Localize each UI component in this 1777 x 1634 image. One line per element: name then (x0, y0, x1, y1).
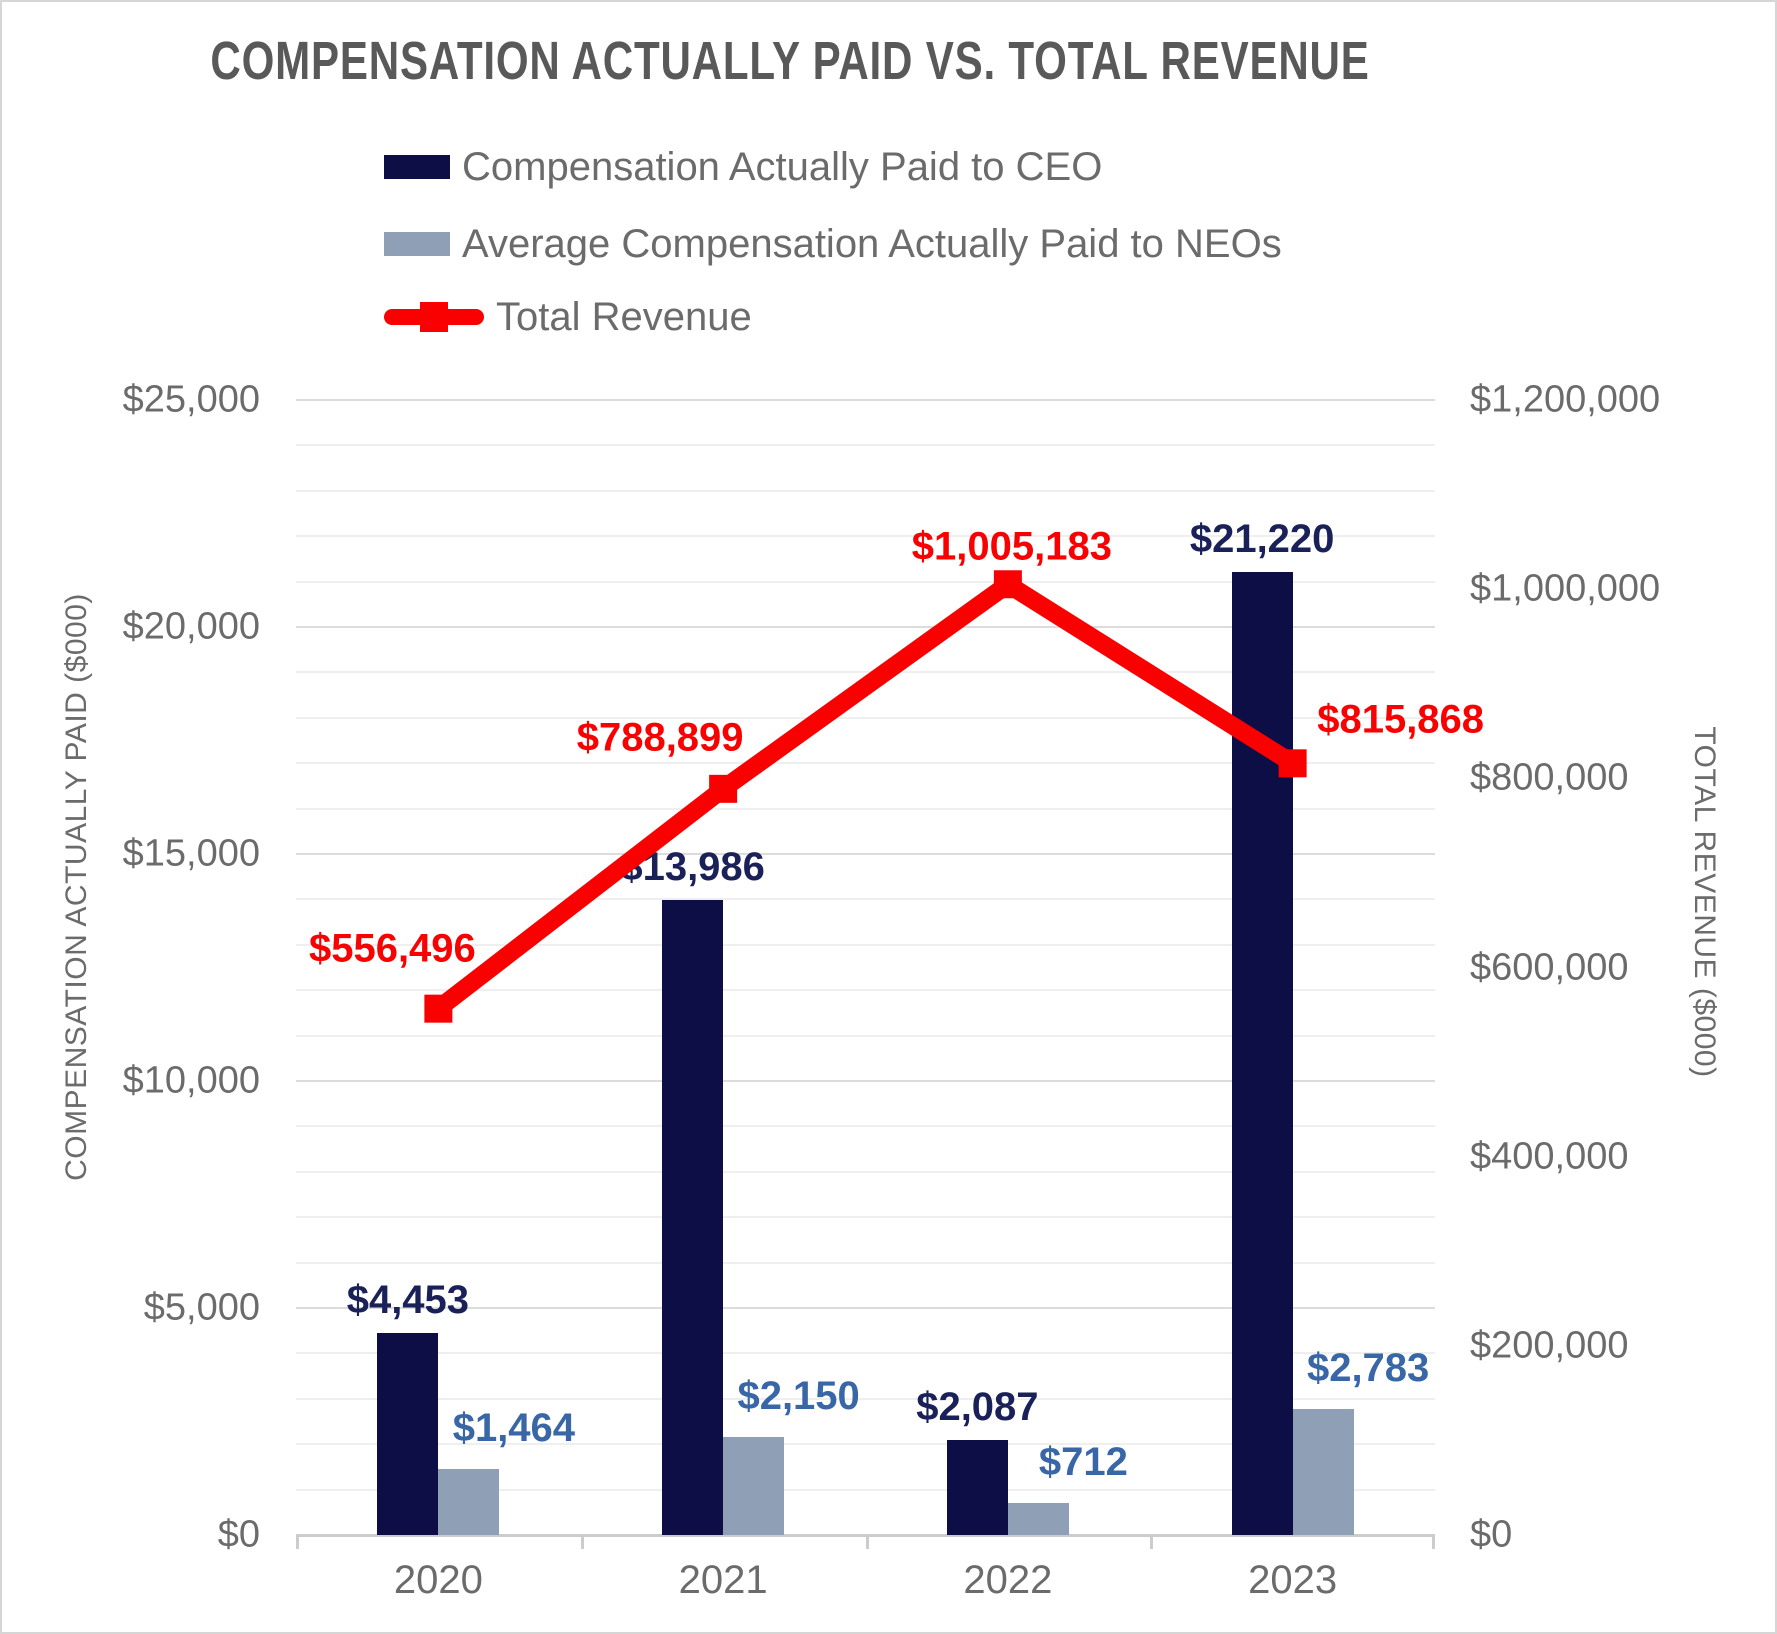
neo-bar (438, 1468, 500, 1535)
left-axis-tick-label: $25,000 (122, 378, 260, 421)
x-axis-label: 2020 (393, 1558, 483, 1602)
legend-label-ceo: Compensation Actually Paid to CEO (462, 144, 1103, 189)
right-axis-title: TOTAL REVENUE ($000) (1688, 726, 1721, 1078)
x-axis-tick (1150, 1536, 1154, 1549)
ceo-bar-label: $2,087 (916, 1385, 1039, 1430)
revenue-label: $788,899 (576, 715, 744, 760)
revenue-marker (709, 774, 738, 803)
revenue-label: $556,496 (308, 926, 476, 971)
left-axis-tick-label: $10,000 (122, 1059, 260, 1102)
revenue-label: $815,868 (1317, 697, 1485, 742)
neo-bar (723, 1437, 785, 1535)
gridline-minor (296, 580, 1435, 583)
legend-label-revenue: Total Revenue (496, 294, 752, 339)
gridline-minor (296, 1170, 1435, 1173)
gridline-minor (296, 489, 1435, 492)
x-axis-label: 2023 (1248, 1558, 1338, 1602)
right-axis-tick-label: $600,000 (1470, 946, 1629, 988)
gridline-minor (296, 1397, 1435, 1400)
revenue-marker (993, 570, 1022, 599)
neo-bar-label: $2,150 (737, 1374, 860, 1419)
x-axis-line (296, 1534, 1435, 1537)
right-axis-tick-label: $800,000 (1470, 756, 1629, 799)
gridline-minor (296, 1034, 1435, 1037)
x-axis-label: 2022 (963, 1558, 1053, 1602)
right-axis-tick-label: $1,200,000 (1470, 378, 1661, 421)
revenue-polyline (429, 575, 1302, 1018)
neo-bar (1292, 1408, 1354, 1535)
right-axis-tick-label: $1,000,000 (1470, 567, 1661, 610)
gridline-minor (296, 1216, 1435, 1219)
gridline-minor (296, 943, 1435, 946)
legend-item-revenue: Total Revenue (384, 293, 752, 341)
legend-item-ceo: Compensation Actually Paid to CEO (384, 143, 1102, 191)
right-axis-tick-label: $200,000 (1470, 1324, 1629, 1367)
x-axis-tick (580, 1536, 584, 1549)
right-axis-tick-label: $400,000 (1470, 1135, 1629, 1178)
neo-bar-label: $712 (1038, 1439, 1128, 1484)
revenue-line-key-icon (384, 302, 484, 332)
ceo-bar-label: $4,453 (346, 1277, 470, 1322)
revenue-line (424, 570, 1307, 1023)
x-axis-tick (865, 1536, 869, 1549)
gridline-minor (296, 989, 1435, 992)
legend-label-neo: Average Compensation Actually Paid to NE… (462, 221, 1282, 266)
right-axis-tick-label: $0 (1470, 1513, 1513, 1556)
plot-area: $4,453 $13,986 $2,087 $21,220 $1,464 $2,150 $7… (296, 399, 1484, 1549)
ceo-bar (377, 1332, 439, 1535)
left-axis-tick-label: $0 (217, 1513, 260, 1556)
neo-bar (1007, 1502, 1069, 1535)
revenue-marker (1278, 749, 1307, 778)
gridline-major (296, 853, 1435, 855)
left-axis-tick-label: $5,000 (143, 1286, 260, 1329)
neo-bar-label: $1,464 (452, 1405, 576, 1450)
x-axis-tick (296, 1536, 299, 1549)
legend-item-neo: Average Compensation Actually Paid to NE… (384, 220, 1282, 268)
gridline-minor (296, 671, 1435, 674)
revenue-marker (424, 994, 453, 1023)
left-axis-tick-label: $15,000 (122, 832, 260, 875)
chart-title: COMPENSATION ACTUALLY PAID VS. TOTAL REV… (210, 31, 1370, 91)
gridline-minor (296, 762, 1435, 765)
gridline-minor (296, 898, 1435, 901)
gridline-minor (296, 1488, 1435, 1491)
left-axis-tick-label: $20,000 (122, 605, 260, 648)
gridline-major (296, 399, 1435, 401)
gridline-minor (296, 535, 1435, 538)
ceo-bar-label: $21,220 (1189, 516, 1335, 561)
gridline-major (296, 626, 1435, 628)
neo-swatch-icon (384, 232, 450, 256)
ceo-swatch-icon (384, 155, 450, 179)
gridline-major (296, 1307, 1435, 1309)
gridline-minor (296, 1352, 1435, 1355)
gridline-minor (296, 1443, 1435, 1446)
gridline-major (296, 1080, 1435, 1082)
x-axis-tick (1432, 1536, 1435, 1549)
revenue-label: $1,005,183 (911, 524, 1112, 569)
gridline-minor (296, 716, 1435, 719)
ceo-bar (946, 1440, 1008, 1535)
gridline-minor (296, 1125, 1435, 1128)
neo-bar-label: $2,783 (1306, 1345, 1430, 1390)
ceo-bar (662, 900, 724, 1535)
gridline-minor (296, 444, 1435, 447)
gridline-minor (296, 807, 1435, 810)
x-axis-label: 2021 (678, 1558, 768, 1602)
gridline-minor (296, 1261, 1435, 1264)
